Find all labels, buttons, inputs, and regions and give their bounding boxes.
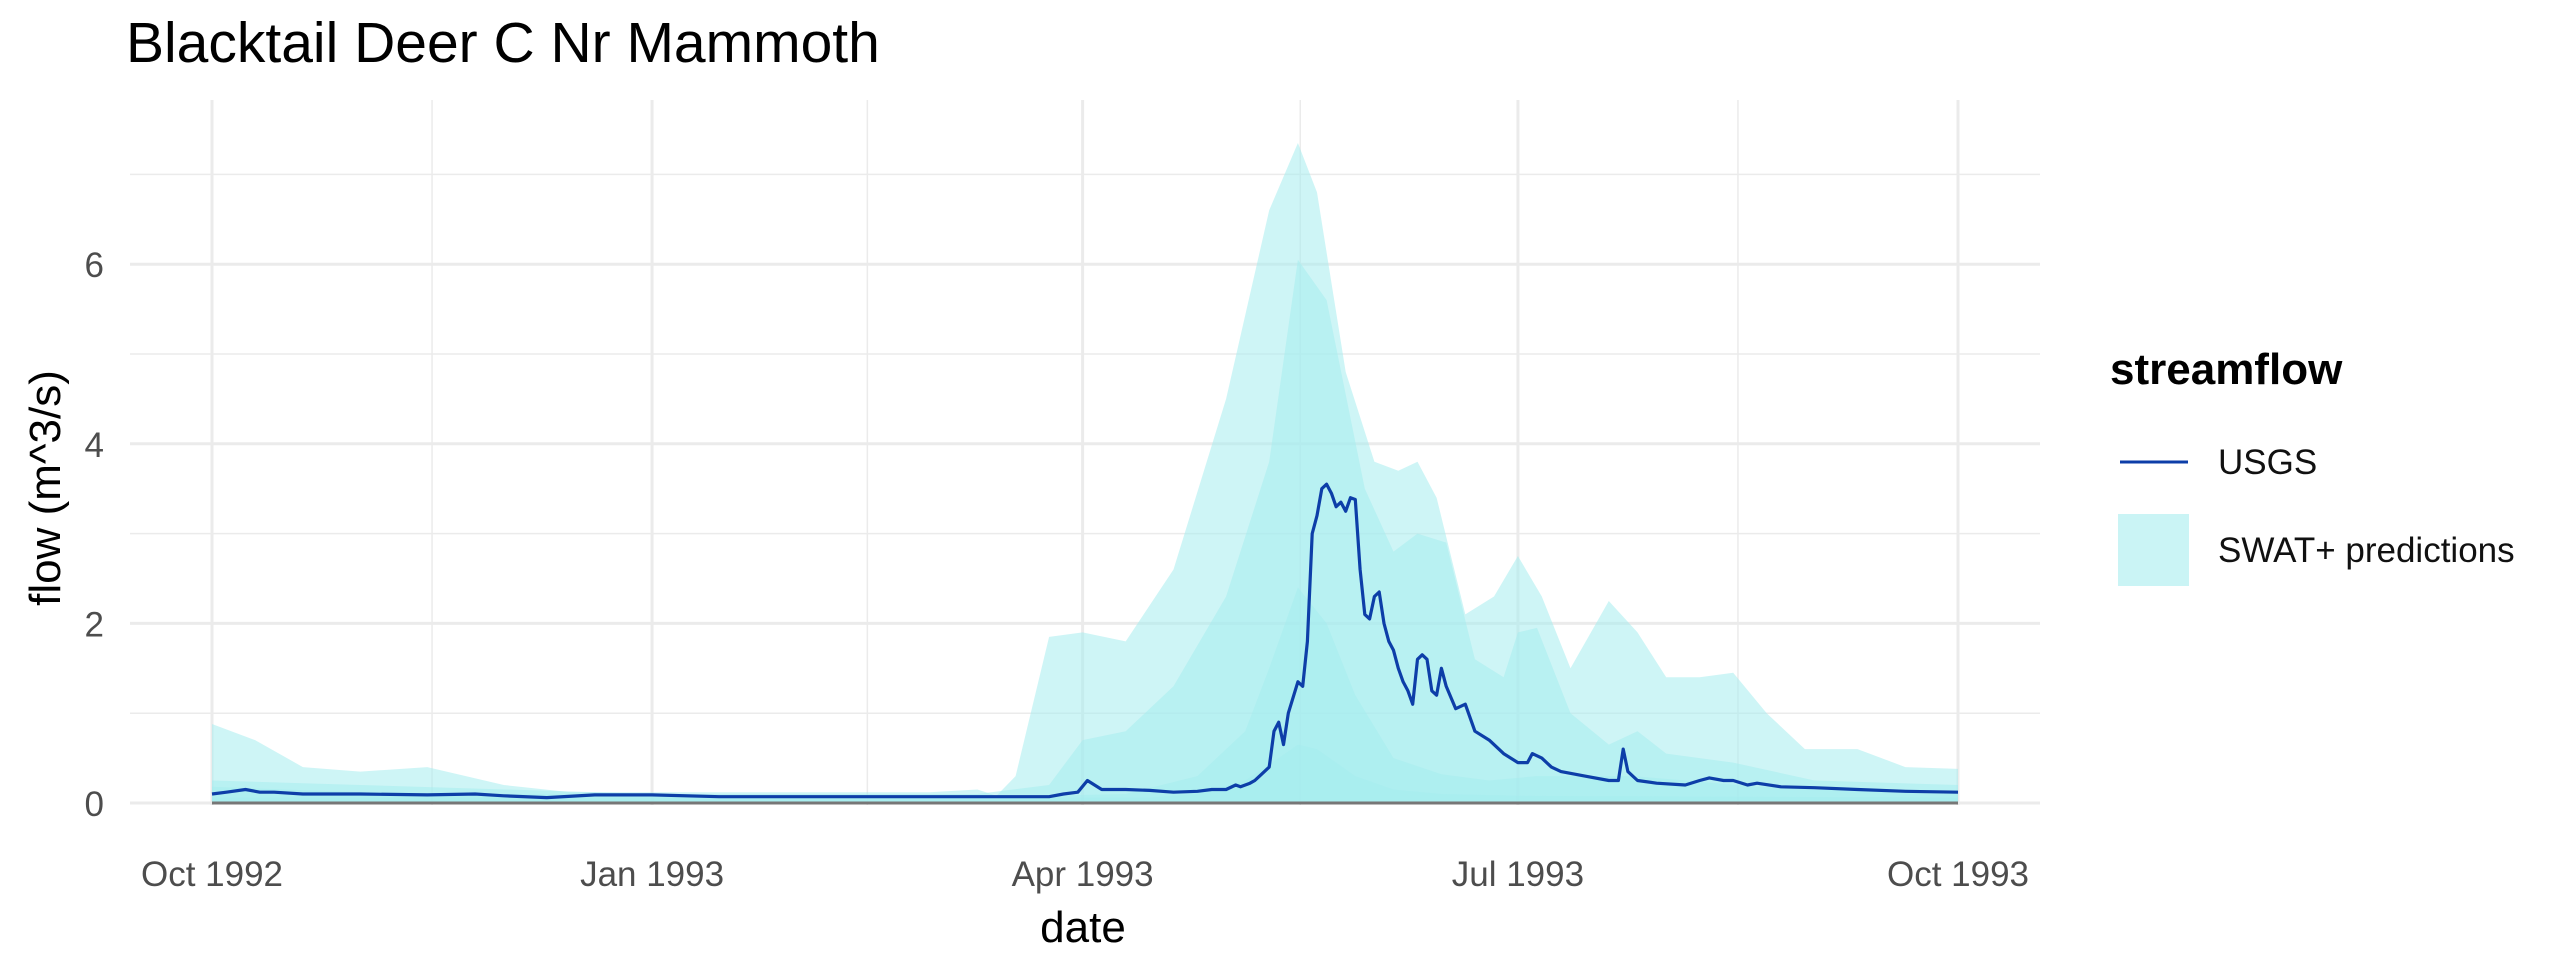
legend-swat-key — [2118, 514, 2189, 586]
y-tick-label: 6 — [85, 246, 104, 285]
usgs-line-group — [211, 482, 1959, 800]
x-tick-label: Oct 1993 — [1887, 855, 2029, 894]
legend-label-usgs: USGS — [2218, 443, 2318, 482]
usgs-line — [211, 482, 1959, 800]
swat-band-2 — [212, 259, 1958, 803]
swat-prediction-bands — [212, 143, 1958, 803]
x-tick-label: Jul 1993 — [1452, 855, 1584, 894]
legend-title: streamflow — [2110, 345, 2343, 394]
swat-band-1 — [212, 143, 1958, 803]
x-tick-label: Apr 1993 — [1012, 855, 1154, 894]
grid-lines — [130, 100, 2040, 805]
swat-band-4 — [212, 744, 1958, 803]
x-tick-label: Oct 1992 — [141, 855, 283, 894]
y-tick-label: 4 — [85, 426, 104, 465]
y-tick-label: 0 — [85, 785, 104, 824]
legend-label-swat: SWAT+ predictions — [2218, 531, 2515, 570]
y-tick-label: 2 — [85, 605, 104, 644]
y-tick-labels: 0 2 4 6 — [85, 246, 104, 824]
x-tick-labels: Oct 1992 Jan 1993 Apr 1993 Jul 1993 Oct 1993 — [141, 855, 2029, 894]
y-axis-title: flow (m^3/s) — [21, 370, 70, 606]
chart-title: Blacktail Deer C Nr Mammoth — [126, 11, 880, 75]
x-axis-title: date — [1040, 903, 1126, 952]
x-tick-label: Jan 1993 — [580, 855, 724, 894]
